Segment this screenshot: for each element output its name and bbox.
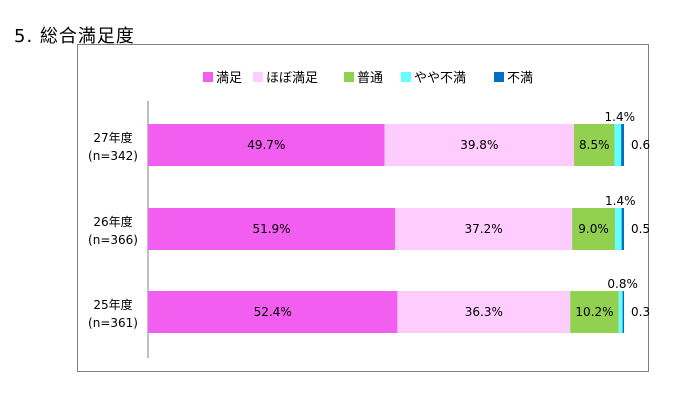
bar-segment — [397, 291, 571, 333]
bar-segment — [384, 124, 575, 166]
data-label: 36.3% — [465, 305, 503, 319]
legend-label-4: やや不満 — [414, 71, 466, 86]
page-title: 5. 総合満足度 — [14, 26, 135, 47]
bar-segment — [614, 124, 622, 166]
data-label: 0.8% — [607, 277, 638, 291]
data-label: 0.6% — [631, 138, 650, 152]
data-label: 1.4% — [605, 110, 636, 124]
bar-segment — [622, 291, 624, 333]
bar-segment — [148, 124, 385, 166]
bar-segment — [148, 291, 398, 333]
legend-swatch-1 — [203, 72, 213, 82]
category-label-n: (n=342) — [88, 149, 138, 163]
legend-label-5: 不満 — [507, 71, 533, 86]
legend-swatch-2 — [253, 72, 263, 82]
bar-segment — [572, 208, 615, 250]
category-label-n: (n=366) — [88, 233, 138, 247]
bar-segment — [618, 291, 623, 333]
data-label: 52.4% — [254, 305, 292, 319]
legend-swatch-5 — [494, 72, 504, 82]
data-label: 10.2% — [575, 305, 613, 319]
legend-label-3: 普通 — [357, 71, 383, 86]
data-label: 1.4% — [605, 194, 636, 208]
data-label: 8.5% — [579, 138, 610, 152]
bar-segment — [570, 291, 619, 333]
bar-segment — [621, 124, 624, 166]
data-label: 51.9% — [252, 222, 290, 236]
stacked-bar-chart: 満足 ほぼ満足 普通 やや不満 不満 27年度 (n=342) 49.7% 39.8% 8.5% 1… — [88, 71, 650, 358]
bar-segment — [574, 124, 615, 166]
bar-segment — [148, 208, 396, 250]
chart-frame: 満足 ほぼ満足 普通 やや不満 不満 27年度 (n=342) 49.7% 39.8% 8.5% 1… — [77, 44, 650, 372]
data-label: 37.2% — [465, 222, 503, 236]
bar-segment — [614, 208, 622, 250]
category-label-year: 27年度 — [93, 130, 132, 145]
legend-label-2: ほぼ満足 — [266, 71, 318, 86]
bar-segment — [395, 208, 573, 250]
category-label-year: 26年度 — [93, 214, 132, 229]
data-label: 9.0% — [578, 222, 609, 236]
data-label: 0.3% — [631, 305, 650, 319]
legend-swatch-4 — [401, 72, 411, 82]
category-label-n: (n=361) — [88, 316, 138, 330]
data-label: 49.7% — [247, 138, 285, 152]
bar-segment — [621, 208, 624, 250]
legend-swatch-3 — [344, 72, 354, 82]
data-label: 0.5% — [631, 222, 650, 236]
category-label-year: 25年度 — [93, 297, 132, 312]
legend-label-1: 満足 — [216, 71, 242, 86]
data-label: 39.8% — [460, 138, 498, 152]
